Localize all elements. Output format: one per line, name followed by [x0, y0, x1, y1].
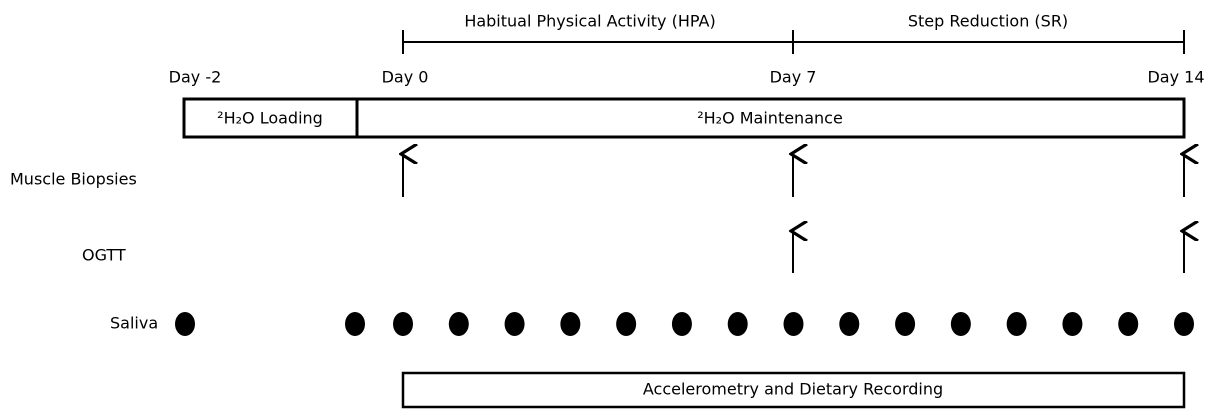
saliva-dot — [1062, 312, 1083, 336]
arrows — [403, 154, 1184, 273]
saliva-dot — [895, 312, 916, 336]
saliva-dots — [175, 312, 1194, 336]
saliva-dot — [616, 312, 637, 336]
phase-brackets — [402, 30, 1185, 54]
row-label: Saliva — [110, 314, 158, 333]
saliva-dot — [783, 312, 804, 336]
day-label: Day 7 — [770, 68, 817, 87]
saliva-dot — [1118, 312, 1139, 336]
footer-box — [401, 371, 1186, 409]
phase-label: Step Reduction (SR) — [908, 12, 1068, 31]
day-label: Day -2 — [169, 68, 222, 87]
row-label: Muscle Biopsies — [10, 170, 137, 189]
day-label: Day 14 — [1147, 68, 1204, 87]
footer-label: Accelerometry and Dietary Recording — [643, 380, 943, 399]
saliva-dot — [727, 312, 748, 336]
saliva-dot — [1006, 312, 1027, 336]
saliva-dot — [1174, 312, 1194, 336]
box-label: ²H₂O Maintenance — [697, 109, 843, 128]
loading-box — [182, 97, 359, 139]
saliva-dot — [839, 312, 860, 336]
day-label: Day 0 — [382, 68, 429, 87]
box-label: ²H₂O Loading — [217, 109, 323, 128]
row-label: OGTT — [82, 246, 126, 265]
saliva-dot — [393, 312, 413, 336]
saliva-dot — [560, 312, 581, 336]
saliva-dot — [175, 312, 195, 336]
saliva-dot — [671, 312, 692, 336]
saliva-dot — [345, 312, 365, 336]
phase-label: Habitual Physical Activity (HPA) — [464, 12, 715, 31]
saliva-dot — [504, 312, 525, 336]
saliva-dot — [448, 312, 469, 336]
maintenance-box — [355, 97, 1186, 139]
saliva-dot — [950, 312, 971, 336]
